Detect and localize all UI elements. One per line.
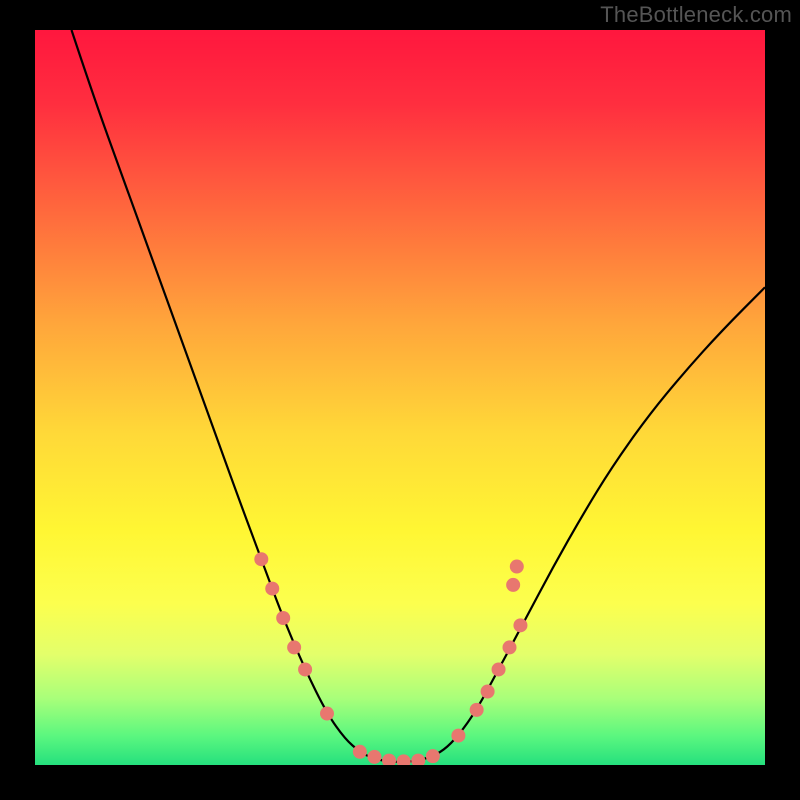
data-marker bbox=[353, 745, 367, 759]
data-marker bbox=[276, 611, 290, 625]
plot-area bbox=[35, 30, 765, 765]
data-marker bbox=[254, 552, 268, 566]
data-marker bbox=[320, 707, 334, 721]
data-marker bbox=[510, 560, 524, 574]
gradient-background bbox=[35, 30, 765, 765]
chart-container: TheBottleneck.com bbox=[0, 0, 800, 800]
data-marker bbox=[298, 662, 312, 676]
data-marker bbox=[451, 729, 465, 743]
plot-svg bbox=[35, 30, 765, 765]
data-marker bbox=[287, 640, 301, 654]
data-marker bbox=[265, 582, 279, 596]
data-marker bbox=[513, 618, 527, 632]
data-marker bbox=[426, 749, 440, 763]
data-marker bbox=[492, 662, 506, 676]
data-marker bbox=[506, 578, 520, 592]
data-marker bbox=[367, 750, 381, 764]
data-marker bbox=[481, 685, 495, 699]
data-marker bbox=[503, 640, 517, 654]
watermark-text: TheBottleneck.com bbox=[600, 2, 792, 28]
data-marker bbox=[470, 703, 484, 717]
